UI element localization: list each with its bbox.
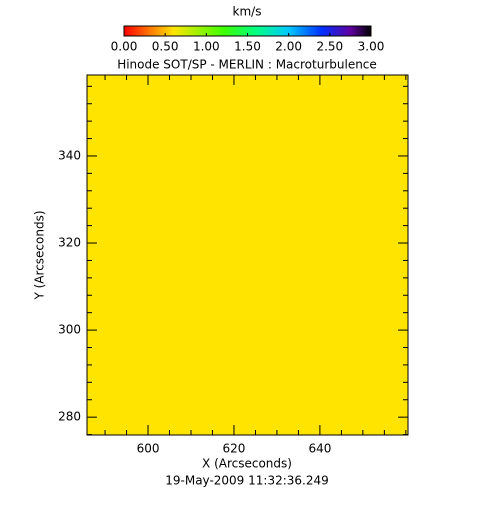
- y-tick-label: 300: [58, 323, 81, 337]
- date-label: 19-May-2009 11:32:36.249: [165, 474, 329, 488]
- x-tick-label: 600: [137, 442, 160, 456]
- y-tick-label: 340: [58, 148, 81, 162]
- y-axis-label: Y (Arcseconds): [33, 210, 47, 300]
- colorbar-tick-label: 1.50: [234, 40, 261, 54]
- colorbar-tick-label: 1.00: [193, 40, 220, 54]
- x-axis-label: X (Arcseconds): [202, 457, 292, 471]
- colorbar-tick-label: 2.00: [275, 40, 302, 54]
- x-tick-label: 640: [308, 442, 331, 456]
- chart-title: Hinode SOT/SP - MERLIN : Macroturbulence: [117, 58, 377, 72]
- colorbar-tick-label: 3.00: [358, 40, 385, 54]
- colorbar-tick-label: 0.50: [152, 40, 179, 54]
- heatmap-cell: [87, 75, 408, 435]
- colorbar-label: km/s: [233, 5, 262, 19]
- y-tick-label: 280: [58, 410, 81, 424]
- x-tick-label: 620: [223, 442, 246, 456]
- plot-frame: [86, 74, 409, 436]
- colorbar-tick-label: 2.50: [316, 40, 343, 54]
- colorbar-tick-label: 0.00: [111, 40, 138, 54]
- y-tick-label: 320: [58, 236, 81, 250]
